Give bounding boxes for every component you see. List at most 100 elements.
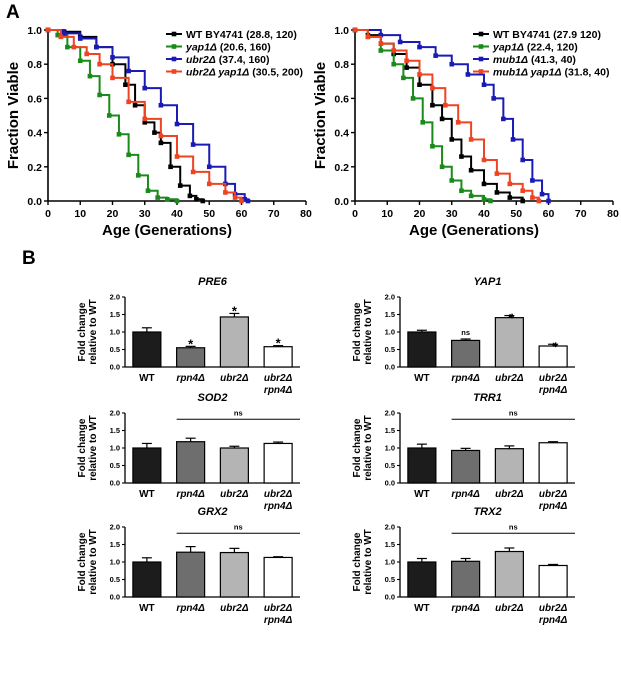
legend-swatch-marker bbox=[171, 44, 177, 49]
bar-4 bbox=[538, 442, 568, 484]
category-label: WT bbox=[139, 373, 155, 384]
category-label: WT bbox=[139, 489, 155, 500]
data-point bbox=[165, 196, 170, 202]
x-axis-title: Age (Generations) bbox=[102, 222, 232, 239]
data-point bbox=[206, 164, 212, 170]
y-tick-label: 0.8 bbox=[334, 59, 349, 71]
y-axis-title-line1: Fold change bbox=[77, 532, 88, 591]
legend-series-stats: (22.4, 120) bbox=[524, 41, 578, 53]
survival-plot-2: 0.0 0.2 0.4 0.6 0.8 1.0 0 10 20 30 40 50 60 70 80 Age (… bbox=[312, 25, 619, 239]
legend-series-stats: (30.5, 200) bbox=[249, 66, 303, 78]
data-point bbox=[110, 75, 115, 81]
bar-3 bbox=[494, 317, 524, 368]
bracket-label: ns bbox=[234, 408, 243, 417]
y-tick-label: 0.5 bbox=[110, 575, 120, 584]
data-point bbox=[190, 169, 196, 175]
legend-swatch-marker bbox=[171, 31, 177, 37]
y-axis-title: Fraction Viable bbox=[312, 62, 329, 169]
legend-series-name: WT BY4741 bbox=[493, 29, 550, 41]
data-point bbox=[449, 61, 455, 67]
data-point bbox=[126, 68, 131, 74]
y-axis-title-line1: Fold change bbox=[77, 418, 88, 477]
data-point bbox=[430, 143, 435, 149]
x-tick-label: 40 bbox=[478, 208, 490, 220]
bracket-label: ns bbox=[234, 522, 243, 531]
y-tick-label: 0.5 bbox=[385, 575, 395, 584]
category-label: ubr2Δ bbox=[264, 603, 293, 614]
data-point bbox=[206, 181, 212, 187]
bar-2 bbox=[451, 339, 481, 368]
legend-entry-3: mub1Δ (41.3, 40) bbox=[493, 54, 576, 66]
data-point bbox=[97, 61, 102, 67]
x-tick-label: 30 bbox=[139, 208, 151, 220]
legend-entry-2: yap1Δ (20.6, 160) bbox=[185, 41, 271, 53]
legend-entry-4: ubr2Δ yap1Δ (30.5, 200) bbox=[186, 66, 303, 78]
bar-2 bbox=[176, 551, 206, 598]
category-label: ubr2Δ bbox=[495, 373, 524, 384]
y-tick-label: 0.0 bbox=[385, 479, 395, 488]
bar-2 bbox=[176, 441, 206, 484]
data-point bbox=[239, 198, 244, 204]
data-point bbox=[439, 116, 445, 122]
legend-entry-1: WT BY4741 (27.9 120) bbox=[493, 29, 601, 41]
y-tick-label: 0.4 bbox=[334, 128, 349, 140]
x-tick-label: 10 bbox=[74, 208, 86, 220]
category-label: rpn4Δ bbox=[451, 489, 480, 500]
data-point bbox=[443, 102, 448, 108]
data-point bbox=[152, 130, 157, 135]
bar-chart-sod2: SOD2 0.0 0.5 1.0 1.5 2.0 Fold change relative t… bbox=[77, 392, 300, 512]
data-point bbox=[468, 167, 474, 173]
data-point bbox=[223, 190, 228, 195]
data-point bbox=[455, 120, 461, 125]
data-point bbox=[245, 198, 251, 204]
data-point bbox=[352, 27, 358, 33]
y-tick-label: 0.2 bbox=[27, 162, 42, 174]
data-point bbox=[200, 198, 206, 204]
bar-4 bbox=[538, 345, 568, 368]
bar-1 bbox=[132, 331, 162, 368]
category-label: ubr2Δ bbox=[264, 489, 293, 500]
data-point bbox=[77, 58, 83, 64]
data-point bbox=[58, 34, 64, 40]
y-axis-title-line2: relative to WT bbox=[88, 415, 99, 481]
legend-entry-4: mub1Δ yap1Δ (31.8, 40) bbox=[493, 66, 609, 78]
data-point bbox=[136, 173, 141, 178]
data-point bbox=[420, 120, 426, 125]
category-label: rpn4Δ bbox=[264, 615, 293, 626]
data-point bbox=[142, 116, 148, 122]
data-point bbox=[77, 36, 83, 41]
bar-2 bbox=[451, 560, 481, 598]
data-point bbox=[142, 120, 148, 125]
legend-entry-2: yap1Δ (22.4, 120) bbox=[492, 41, 578, 53]
data-point bbox=[97, 92, 102, 98]
y-tick-label: 1.5 bbox=[110, 426, 120, 435]
legend-series-stats: (28.8, 120) bbox=[243, 29, 297, 41]
y-axis-title: Fraction Viable bbox=[5, 62, 22, 169]
y-tick-label: 0.8 bbox=[27, 59, 42, 71]
data-point bbox=[174, 198, 180, 204]
category-label: rpn4Δ bbox=[264, 501, 293, 512]
data-point bbox=[132, 102, 138, 108]
data-point bbox=[481, 157, 487, 163]
data-point bbox=[126, 99, 131, 105]
y-axis-title-line1: Fold change bbox=[352, 532, 363, 591]
legend-series-stats: (27.9 120) bbox=[550, 29, 601, 41]
category-label: rpn4Δ bbox=[539, 385, 568, 396]
y-tick-label: 1.0 bbox=[27, 25, 42, 37]
data-point bbox=[510, 137, 516, 142]
y-tick-label: 0.0 bbox=[110, 593, 120, 602]
data-point bbox=[530, 178, 535, 183]
data-point bbox=[391, 61, 396, 67]
bar-3 bbox=[219, 316, 249, 368]
bar-2 bbox=[451, 449, 481, 484]
data-point bbox=[507, 181, 513, 187]
x-tick-label: 0 bbox=[352, 208, 358, 220]
data-point bbox=[539, 191, 545, 197]
data-point bbox=[459, 188, 464, 194]
y-tick-label: 1.0 bbox=[385, 328, 395, 337]
category-label: rpn4Δ bbox=[539, 615, 568, 626]
y-tick-label: 0.4 bbox=[27, 128, 42, 140]
bar-1 bbox=[407, 447, 437, 484]
bar-3 bbox=[494, 550, 524, 598]
data-point bbox=[155, 195, 160, 200]
